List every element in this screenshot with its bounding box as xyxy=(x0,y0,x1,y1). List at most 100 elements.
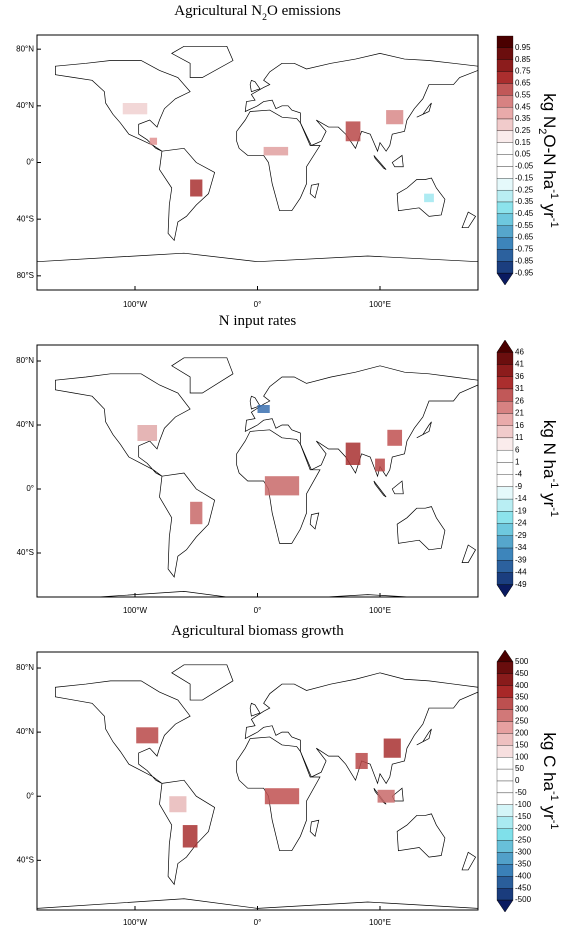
colorbar-box xyxy=(496,685,514,698)
land-outline xyxy=(244,672,478,785)
lat-label: 0° xyxy=(26,484,34,493)
value-patch xyxy=(190,179,203,197)
land-outline xyxy=(309,183,320,199)
land-outline xyxy=(171,357,234,394)
colorbar-box xyxy=(496,352,514,365)
colorbar-label: -34 xyxy=(515,543,527,552)
colorbar-label: 450 xyxy=(515,669,529,678)
map-panel: Agricultural biomass growth 80°N 40°N 0° 40°… xyxy=(16,623,560,927)
colorbar-box xyxy=(496,401,514,414)
lon-label: 0° xyxy=(254,918,262,927)
colorbar-box xyxy=(496,249,514,262)
colorbar-label: -0.85 xyxy=(515,256,534,265)
colorbar-label: 500 xyxy=(515,657,529,666)
land-outline xyxy=(391,480,404,495)
colorbar-unit-part: -1 xyxy=(548,820,560,830)
colorbar-label: 300 xyxy=(515,705,529,714)
value-patch xyxy=(375,458,385,472)
colorbar-unit-part: yr xyxy=(540,801,559,820)
value-patch xyxy=(424,193,434,203)
colorbar-label: 16 xyxy=(515,421,524,430)
colorbar-label: 100 xyxy=(515,752,529,761)
colorbar-box xyxy=(496,876,514,889)
map-area xyxy=(37,35,478,290)
colorbar-label: 31 xyxy=(515,384,524,393)
land-outline xyxy=(244,53,478,153)
colorbar-extend xyxy=(496,649,514,663)
colorbar-box xyxy=(496,840,514,853)
colorbar-box xyxy=(496,828,514,841)
colorbar-box xyxy=(496,733,514,746)
panel-title-part: 2 xyxy=(262,12,267,23)
value-patch xyxy=(190,501,203,525)
colorbar-label: 0.85 xyxy=(515,55,531,64)
land-outline xyxy=(416,421,432,439)
colorbar-unit-part: yr xyxy=(540,199,559,218)
colorbar-label: 250 xyxy=(515,717,529,726)
value-patch xyxy=(169,796,187,813)
lat-label: 40°N xyxy=(16,420,34,429)
lat-label: 0° xyxy=(26,791,34,800)
colorbar-box xyxy=(496,413,514,426)
value-patch xyxy=(263,146,289,156)
colorbar-label: -44 xyxy=(515,568,527,577)
colorbar-label: -0.95 xyxy=(515,268,534,277)
land-outline xyxy=(396,813,446,858)
colorbar-label: 36 xyxy=(515,372,524,381)
colorbar-box xyxy=(496,560,514,573)
colorbar-label: 1 xyxy=(515,457,520,466)
panel-title-part: Agricultural N xyxy=(174,3,262,19)
colorbar-box xyxy=(496,535,514,549)
map-panel: Agricultural N2O emissions80°N40°N0°40°S… xyxy=(16,3,560,309)
colorbar-extend xyxy=(496,272,514,286)
colorbar-label: 350 xyxy=(515,693,529,702)
colorbar-box xyxy=(496,757,514,770)
lon-label: 0° xyxy=(254,300,262,309)
colorbar-unit-part: -1 xyxy=(548,189,560,199)
colorbar-label: 0.75 xyxy=(515,67,531,76)
colorbar-label: -9 xyxy=(515,482,523,491)
land-outline xyxy=(373,155,387,170)
value-patch xyxy=(355,752,368,769)
colorbar-label: -0.05 xyxy=(515,162,534,171)
colorbar-label: 41 xyxy=(515,360,524,369)
value-patch xyxy=(136,727,159,744)
panel-title: Agricultural N2O emissions xyxy=(174,3,341,22)
colorbar-label: -0.55 xyxy=(515,221,534,230)
colorbar-box xyxy=(496,511,514,524)
colorbar-box xyxy=(496,661,514,674)
land-outline xyxy=(461,544,477,563)
colorbar-unit-part: kg N ha xyxy=(540,420,559,479)
colorbar-label: -0.65 xyxy=(515,233,534,242)
colorbar-label: -350 xyxy=(515,859,532,868)
map-area xyxy=(37,652,478,910)
lat-label: 40°S xyxy=(17,548,34,557)
value-patch xyxy=(149,137,158,145)
colorbar-box xyxy=(496,106,514,120)
lat-label: 80°N xyxy=(16,44,34,53)
land-outline xyxy=(373,480,387,498)
colorbar-box xyxy=(496,213,514,226)
value-patch xyxy=(383,738,401,758)
colorbar-box xyxy=(496,47,514,60)
colorbar-box xyxy=(496,225,514,238)
colorbar-box xyxy=(496,768,514,782)
colorbar-unit-part: 2 xyxy=(536,128,548,134)
land-outline xyxy=(396,506,446,551)
colorbar-box xyxy=(496,130,514,143)
colorbar-label: -400 xyxy=(515,871,532,880)
value-patch xyxy=(137,425,158,441)
colorbar-box xyxy=(496,178,514,191)
land-outline xyxy=(159,147,216,242)
colorbar-box xyxy=(496,142,514,155)
lat-label: 80°N xyxy=(16,356,34,365)
colorbar-label: -300 xyxy=(515,848,532,857)
value-patch xyxy=(257,405,270,413)
colorbar-box xyxy=(496,35,514,49)
land-outline xyxy=(249,702,261,717)
map-area xyxy=(37,345,478,597)
colorbar-label: 0.45 xyxy=(515,102,531,111)
lon-label: 100°E xyxy=(369,606,391,615)
colorbar-label: 46 xyxy=(515,347,524,356)
colorbar-label: -0.35 xyxy=(515,197,534,206)
